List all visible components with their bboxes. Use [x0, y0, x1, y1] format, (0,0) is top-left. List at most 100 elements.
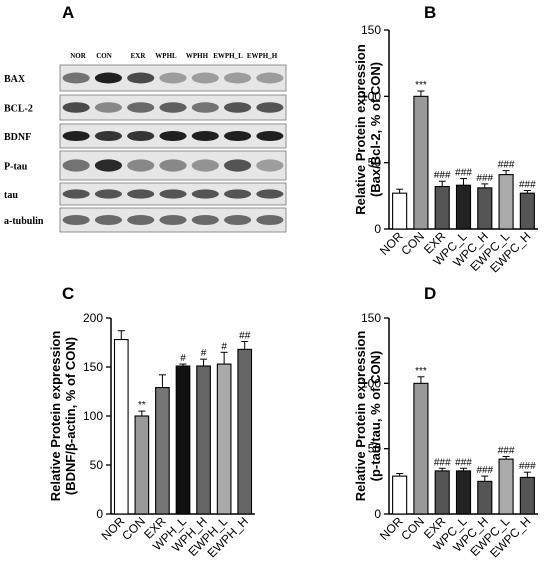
lane-label-ewph_l: EWPH_L [213, 52, 243, 60]
significance-label: ### [455, 168, 472, 179]
blot-band [159, 72, 187, 84]
y-tick-label: 100 [361, 89, 381, 103]
blot-band [224, 130, 252, 142]
significance-label: ### [434, 170, 451, 181]
lane-label-wphh: WPHH [186, 52, 209, 60]
row-label-a-tubulin: a-tubulin [4, 216, 44, 227]
blot-band [127, 214, 155, 226]
blot-band [94, 159, 122, 172]
bar-nor [113, 339, 129, 515]
bar-wpc-h [477, 480, 493, 515]
bar-con [413, 382, 429, 515]
bar-wph-h [196, 365, 211, 515]
blot-band [127, 130, 155, 142]
bar-con [134, 415, 150, 515]
bar-ewph-l [216, 363, 232, 515]
blot-band [191, 214, 219, 226]
bar-wpc-l [455, 184, 472, 230]
y-tick-label: 150 [361, 23, 381, 37]
blot-lane-labels: NOR CON EXR WPHL WPHH EWPH_L EWPH_H [70, 52, 277, 60]
blot-row-labels: BAX BCL-2 BDNF P-tau tau a-tubulin [4, 74, 44, 227]
lane-label-con: CON [96, 52, 112, 60]
significance-label: ### [498, 446, 515, 457]
significance-label: ### [476, 465, 493, 476]
bar-wpc-h [477, 187, 493, 230]
y-axis-title: Relative Protein expression(BDNF/β-actin… [48, 331, 78, 502]
blot-band [256, 130, 284, 142]
significance-label: ### [519, 180, 536, 191]
bar-ewpc-l [498, 174, 514, 230]
significance-label: *** [415, 80, 427, 91]
bar-nor [392, 475, 408, 515]
y-axis-title: Relative Protein expression(Bax/Bcl-2, %… [353, 44, 383, 215]
blot-band [159, 189, 187, 199]
blot-band [191, 102, 219, 113]
panel-d-chart: D 0 50 100 150 Relative Protein expression(p-… [353, 284, 538, 560]
y-tick-label: 50 [90, 458, 104, 472]
bar-ewpc-h [519, 192, 535, 230]
lane-label-exr: EXR [131, 52, 147, 60]
blot-band [94, 189, 122, 199]
bar-wpc-l [455, 470, 472, 515]
lane-label-nor: NOR [70, 52, 87, 60]
blot-band [62, 214, 90, 226]
blot-band [127, 72, 155, 84]
significance-label: ** [138, 400, 146, 411]
blot-band [159, 130, 187, 142]
y-tick-label: 150 [361, 311, 381, 325]
blot-band [256, 189, 284, 199]
blot-band [127, 102, 155, 113]
blot-band [224, 214, 252, 226]
panel-b-chart: B 0 50 100 150 Relative Protein expression(Ba… [353, 3, 538, 275]
blot-band [62, 72, 90, 84]
significance-label: ### [498, 160, 515, 171]
blot-strips [59, 64, 287, 233]
blot-band [256, 214, 284, 226]
panel-b-letter: B [424, 3, 436, 22]
blot-band [256, 102, 284, 113]
y-tick-label: 50 [368, 156, 382, 170]
lane-label-ewph_h: EWPH_H [247, 52, 278, 60]
y-tick-label: 50 [368, 442, 382, 456]
blot-band [94, 214, 122, 226]
row-label-p-tau: P-tau [4, 162, 28, 173]
bar-con [413, 95, 429, 230]
blot-band [127, 159, 155, 172]
panel-d-letter: D [424, 284, 436, 303]
blot-band [224, 72, 252, 84]
y-tick-label: 0 [96, 507, 103, 521]
y-tick-label: 100 [361, 376, 381, 390]
panel-a-letter: A [62, 3, 74, 22]
significance-label: # [201, 348, 207, 359]
blot-band [224, 102, 252, 113]
y-tick-label: 0 [374, 507, 381, 521]
blot-band [224, 189, 252, 199]
blot-band [159, 102, 187, 113]
blot-band [256, 159, 284, 172]
bar-ewpc-l [498, 458, 514, 515]
blot-band [62, 189, 90, 199]
significance-label: # [221, 341, 227, 352]
significance-label: *** [415, 366, 427, 377]
blot-band [62, 159, 90, 172]
significance-label: # [180, 353, 186, 364]
blot-band [191, 159, 219, 172]
significance-label: ### [476, 173, 493, 184]
row-label-bcl-2: BCL-2 [4, 104, 33, 115]
blot-band [159, 159, 187, 172]
blot-band [191, 72, 219, 84]
significance-label: ### [519, 461, 536, 472]
blot-band [62, 102, 90, 113]
blot-band [127, 189, 155, 199]
bar-exr [155, 387, 170, 515]
blot-band [62, 130, 90, 142]
bar-nor [392, 192, 408, 230]
significance-label: ### [434, 457, 451, 468]
bar-wph-l [175, 365, 191, 515]
blot-band [224, 159, 252, 172]
blot-band [256, 72, 284, 84]
row-label-tau: tau [4, 190, 18, 201]
panel-a-western-blot: A NOR CON EXR WPHL WPHH EWPH_L EWPH_H BAX BCL-2… [4, 3, 287, 233]
row-label-bax: BAX [4, 74, 26, 85]
